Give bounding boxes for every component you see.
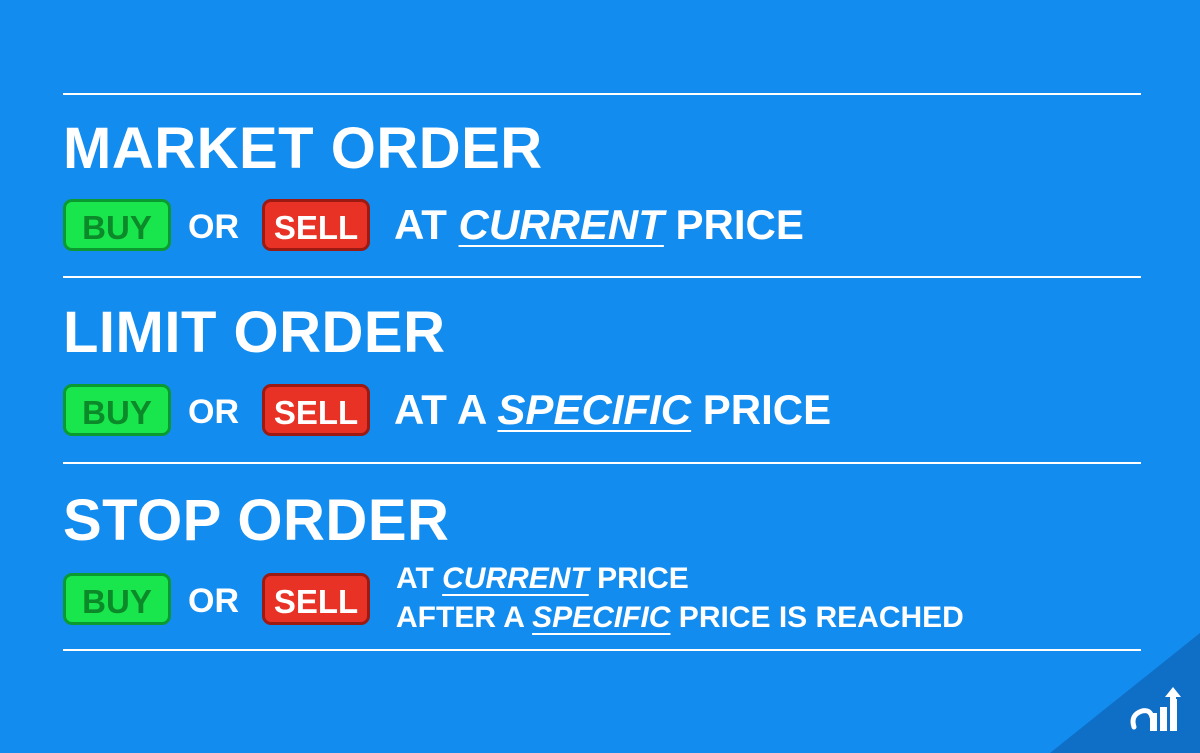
sell-badge: SELL	[262, 384, 370, 436]
bar-chart-arrow-logo-icon	[1130, 687, 1181, 731]
sell-badge: SELL	[262, 573, 370, 625]
divider-line	[63, 649, 1141, 651]
stop-order-title: STOP ORDER	[63, 488, 450, 553]
market-order-title: MARKET ORDER	[63, 116, 543, 181]
buy-badge: BUY	[63, 573, 171, 625]
stop-order-description-line1: AT CURRENT PRICE	[396, 562, 689, 595]
buy-badge: BUY	[63, 199, 171, 251]
market-order-description: AT CURRENT PRICE	[394, 201, 804, 248]
divider-line	[63, 93, 1141, 95]
divider-line	[63, 462, 1141, 464]
or-label: OR	[188, 208, 239, 246]
sell-badge: SELL	[262, 199, 370, 251]
limit-order-description: AT A SPECIFIC PRICE	[394, 386, 832, 433]
or-label: OR	[188, 582, 239, 620]
limit-order-title: LIMIT ORDER	[63, 300, 446, 365]
stop-order-description-line2: AFTER A SPECIFIC PRICE IS REACHED	[396, 601, 964, 634]
or-label: OR	[188, 393, 239, 431]
divider-line	[63, 276, 1141, 278]
buy-badge: BUY	[63, 384, 171, 436]
